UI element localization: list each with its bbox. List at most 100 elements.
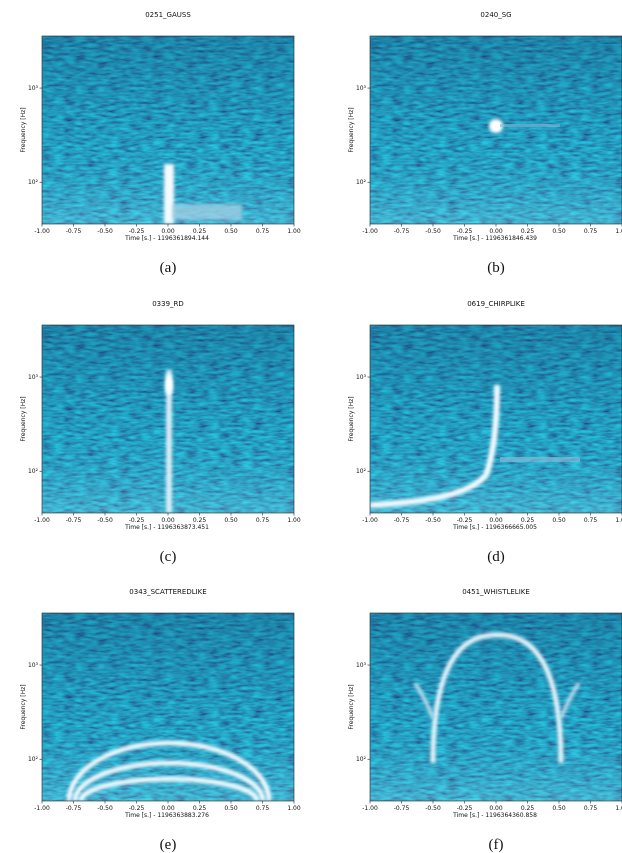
y-axis-label: Frequency [Hz] (348, 396, 355, 441)
x-tick-label: 0.25 (521, 228, 535, 235)
x-tick-label: -0.75 (66, 805, 82, 812)
glitch (172, 204, 242, 220)
x-tick-label: 0.75 (256, 228, 270, 235)
panel-title: 0343_SCATTEREDLIKE (129, 588, 206, 596)
caption: (d) (487, 549, 505, 565)
caption: (c) (160, 549, 177, 565)
x-tick-label: -0.50 (425, 228, 441, 235)
glitch (369, 384, 500, 508)
panel: 0251_GAUSS -1.00 -0.75 -0.50 -0.25 0.00 0.25 0.… (20, 11, 301, 276)
x-tick-label: 0.75 (584, 517, 598, 524)
y-axis-label: Frequency [Hz] (348, 684, 355, 729)
x-tick-label: -1.00 (34, 517, 50, 524)
glitch (72, 760, 266, 802)
x-tick-label: 0.50 (224, 517, 238, 524)
x-tick-label: 0.00 (161, 228, 175, 235)
y-tick-label: 10³ (356, 374, 367, 381)
x-tick-label: -1.00 (34, 805, 50, 812)
x-tick-label: 0.25 (193, 805, 207, 812)
panel: 0451_WHISTLELIKE -1.00 -0.75 -0.50 -0.25 0.00… (348, 588, 622, 853)
x-tick-label: 0.50 (224, 805, 238, 812)
x-tick-label: 0.25 (193, 228, 207, 235)
x-axis-label: Time [s.] - 1196366665.005 (452, 524, 537, 531)
x-tick-label: -0.25 (129, 228, 145, 235)
x-tick-label: 1.00 (615, 228, 622, 235)
x-axis-label: Time [s.] - 1196363883.276 (124, 812, 209, 819)
y-tick-label: 10² (356, 179, 367, 186)
x-tick-label: 0.25 (521, 805, 535, 812)
x-tick-label: -0.25 (457, 805, 473, 812)
panel-title: 0451_WHISTLELIKE (462, 588, 530, 596)
panel-title: 0619_CHIRPLIKE (467, 300, 525, 308)
glitch (489, 119, 503, 133)
panel-title: 0240_SG (480, 11, 511, 19)
panel-title: 0251_GAUSS (145, 11, 191, 19)
x-tick-label: 0.00 (161, 517, 175, 524)
panel: 0619_CHIRPLIKE -1.00 -0.75 -0.50 -0.25 0.00 0.… (348, 300, 622, 565)
caption: (e) (160, 837, 177, 853)
glitch (66, 740, 272, 802)
panel: 0240_SG -1.00 -0.75 -0.50 -0.25 0.00 0.25 0.50 0… (348, 11, 622, 276)
x-tick-label: 0.50 (224, 228, 238, 235)
y-axis-label: Frequency [Hz] (20, 684, 27, 729)
x-tick-label: 0.50 (552, 517, 566, 524)
x-tick-label: 0.00 (489, 517, 503, 524)
x-axis-label: Time [s.] - 1196361846.439 (452, 235, 537, 242)
x-tick-label: 0.50 (552, 228, 566, 235)
x-tick-label: 1.00 (287, 228, 301, 235)
x-tick-label: 0.75 (256, 517, 270, 524)
x-tick-label: -0.50 (425, 805, 441, 812)
x-tick-label: -1.00 (362, 228, 378, 235)
y-axis-label: Frequency [Hz] (348, 107, 355, 152)
glitch (413, 681, 581, 719)
caption: (b) (487, 260, 505, 276)
caption: (f) (489, 837, 504, 853)
glitch (500, 457, 580, 462)
x-tick-label: -0.75 (66, 517, 82, 524)
y-tick-label: 10³ (28, 374, 39, 381)
x-tick-label: 0.00 (489, 805, 503, 812)
x-axis-label: Time [s.] - 1196364360.858 (452, 812, 537, 819)
x-tick-label: -1.00 (34, 228, 50, 235)
x-tick-label: -0.25 (129, 805, 145, 812)
x-tick-label: 0.75 (584, 228, 598, 235)
x-tick-label: 0.00 (161, 805, 175, 812)
glitch (165, 375, 173, 395)
glitch (166, 370, 172, 513)
x-tick-label: -0.25 (129, 517, 145, 524)
y-tick-label: 10² (28, 756, 39, 763)
x-tick-label: -0.75 (394, 228, 410, 235)
x-tick-label: 1.00 (615, 805, 622, 812)
panel: 0339_RD -1.00 -0.75 -0.50 -0.25 0.00 0.25 0.50 0… (20, 300, 301, 565)
y-tick-label: 10³ (28, 85, 39, 92)
x-tick-label: -0.75 (66, 228, 82, 235)
x-tick-label: -0.25 (457, 228, 473, 235)
y-tick-label: 10² (356, 756, 367, 763)
glitch (500, 124, 560, 127)
x-axis-label: Time [s.] - 1196363873.451 (124, 524, 209, 531)
y-axis-label: Frequency [Hz] (20, 396, 27, 441)
x-tick-label: 1.00 (287, 517, 301, 524)
x-axis-label: Time [s.] - 1196361894.144 (124, 235, 209, 242)
panel: 0343_SCATTEREDLIKE -1.00 -0.75 -0.50 -0.25 0.… (20, 588, 301, 853)
y-tick-label: 10³ (28, 662, 39, 669)
y-tick-label: 10² (356, 468, 367, 475)
x-tick-label: 0.75 (256, 805, 270, 812)
x-tick-label: 0.25 (521, 517, 535, 524)
x-tick-label: -0.25 (457, 517, 473, 524)
glitch (430, 632, 564, 764)
y-tick-label: 10³ (356, 662, 367, 669)
x-tick-label: -0.75 (394, 517, 410, 524)
spectrogram-shade (370, 613, 622, 801)
y-axis-label: Frequency [Hz] (20, 107, 27, 152)
x-tick-label: 0.75 (584, 805, 598, 812)
x-tick-label: -0.50 (97, 517, 113, 524)
x-tick-label: -0.50 (425, 517, 441, 524)
y-tick-label: 10² (28, 468, 39, 475)
x-tick-label: -1.00 (362, 805, 378, 812)
glitch (164, 164, 174, 224)
x-tick-label: 1.00 (287, 805, 301, 812)
panel-title: 0339_RD (152, 300, 184, 308)
y-tick-label: 10³ (356, 85, 367, 92)
